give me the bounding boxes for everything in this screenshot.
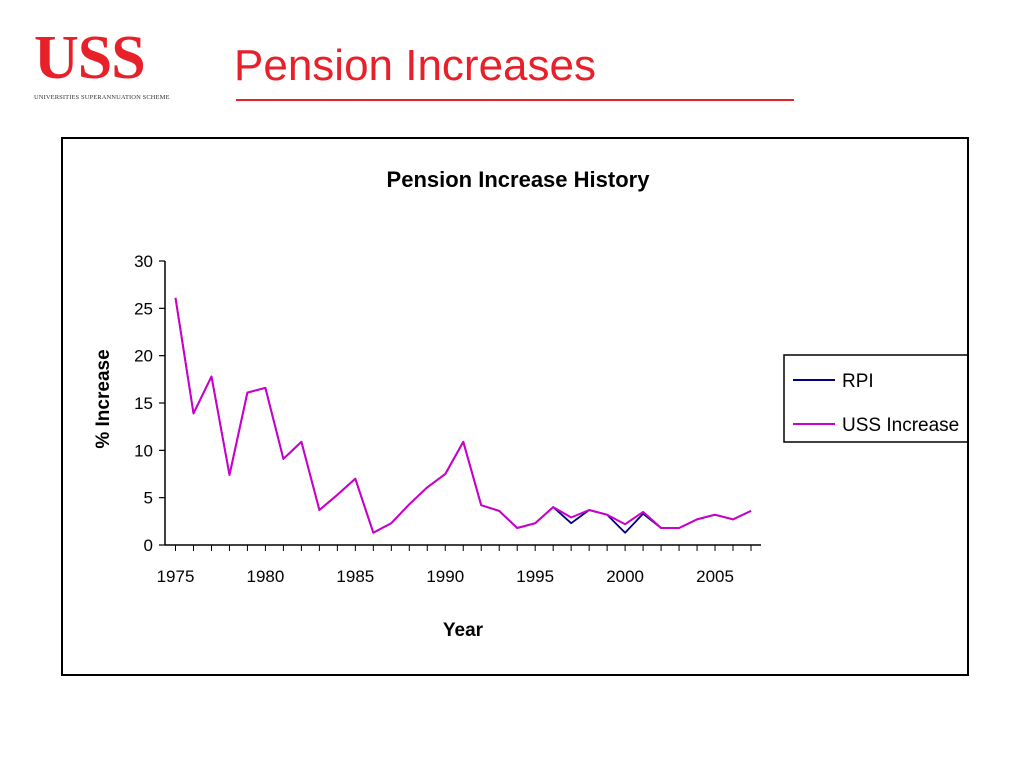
legend-box (783, 354, 967, 443)
y-tick-label: 30 (134, 252, 153, 271)
y-tick-label: 0 (144, 536, 153, 555)
y-tick-label: 20 (134, 347, 153, 366)
uss-logo: USS UNIVERSITIES SUPERANNUATION SCHEME (34, 24, 182, 101)
y-tick-label: 25 (134, 299, 153, 318)
chart-frame: Pension Increase History 0 5 10 15 20 25 30 197… (61, 137, 969, 676)
x-tick-label: 1990 (426, 567, 464, 586)
y-axis-title: % Increase (93, 349, 114, 448)
series-line-rpi (174, 297, 752, 534)
y-tick-label: 15 (134, 394, 153, 413)
page-title: Pension Increases (234, 41, 596, 90)
title-underline (236, 99, 794, 101)
chart-title: Pension Increase History (387, 167, 651, 192)
logo-subtitle: UNIVERSITIES SUPERANNUATION SCHEME (34, 94, 170, 101)
line-chart: Pension Increase History 0 5 10 15 20 25 30 197… (93, 167, 967, 641)
chart-legend: RPI USS Increase (783, 354, 967, 443)
x-tick-label: 2000 (606, 567, 644, 586)
chart-series (174, 297, 752, 534)
legend-label: USS Increase (842, 415, 959, 436)
series-line-uss-increase (174, 297, 752, 534)
x-tick-label: 2005 (696, 567, 734, 586)
legend-label: RPI (842, 371, 874, 392)
x-tick-label: 1975 (157, 567, 195, 586)
x-axis-title: Year (443, 620, 484, 641)
x-tick-label: 1980 (247, 567, 285, 586)
y-tick-label: 10 (134, 441, 153, 460)
x-tick-label: 1985 (336, 567, 374, 586)
x-tick-label: 1995 (516, 567, 554, 586)
logo-text: USS (34, 24, 146, 92)
chart-axes: 0 5 10 15 20 25 30 1975 1980 1985 1990 1995 2000 2005 (134, 252, 761, 586)
y-tick-label: 5 (144, 489, 153, 508)
